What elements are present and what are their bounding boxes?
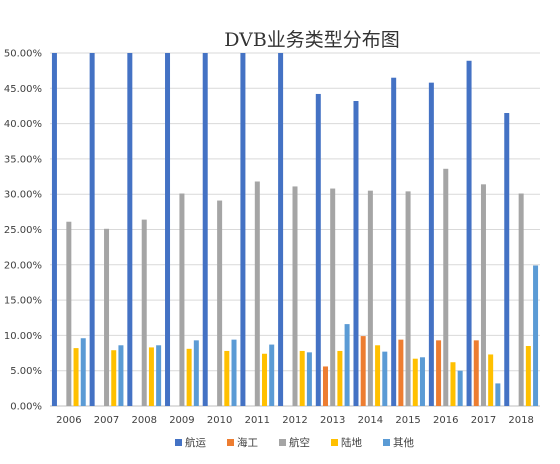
y-tick-label: 0.00% <box>10 402 42 413</box>
bar-2014-0 <box>353 101 359 407</box>
y-tick-label: 5.00% <box>10 366 42 377</box>
x-tick-label: 2007 <box>94 415 119 426</box>
x-tick-label: 2010 <box>207 415 232 426</box>
x-tick-label: 2012 <box>282 415 307 426</box>
bar-2013-1 <box>322 366 328 406</box>
x-tick-label: 2018 <box>508 415 533 426</box>
bar-2011-4 <box>269 344 275 406</box>
y-tick-label: 10.00% <box>4 331 42 342</box>
bar-2012-3 <box>299 350 305 406</box>
bar-2007-2 <box>104 228 110 406</box>
x-tick-label: 2014 <box>358 415 383 426</box>
x-tick-label: 2006 <box>56 415 81 426</box>
bar-2008-0 <box>127 53 133 406</box>
bar-2012-4 <box>306 352 312 406</box>
y-tick-label: 50.00% <box>4 49 42 60</box>
bar-2008-4 <box>156 345 162 406</box>
bar-2006-0 <box>51 53 57 406</box>
legend: 航运 海工 航空 陆地 其他 <box>175 436 414 449</box>
bar-2007-0 <box>89 53 95 406</box>
x-tick-label: 2011 <box>245 415 270 426</box>
bar-2014-4 <box>382 351 388 406</box>
bar-2009-0 <box>165 53 171 406</box>
bar-2013-3 <box>337 350 343 406</box>
bar-2015-2 <box>405 191 411 406</box>
bar-2017-0 <box>466 60 472 407</box>
bar-2011-0 <box>240 53 246 406</box>
bar-2009-3 <box>186 348 192 406</box>
legend-swatch <box>331 439 338 446</box>
bar-2007-4 <box>118 345 124 406</box>
legend-swatch <box>383 439 390 446</box>
bar-2013-0 <box>315 93 321 406</box>
legend-swatch <box>279 439 286 446</box>
bar-2010-2 <box>217 200 223 406</box>
y-axis-ticks: 0.00% 5.00% 10.00% 15.00% 20.00% 25.00% 30.00%… <box>4 49 42 413</box>
y-tick-label: 45.00% <box>4 84 42 95</box>
y-tick-label: 15.00% <box>4 296 42 307</box>
bar-2016-4 <box>457 370 463 406</box>
bar-2016-2 <box>443 168 449 406</box>
bar-2010-0 <box>202 53 208 406</box>
bar-2017-1 <box>473 340 479 406</box>
bar-2015-0 <box>391 77 397 407</box>
bar-2009-2 <box>179 193 185 406</box>
bar-2011-2 <box>254 181 260 406</box>
bar-2010-3 <box>224 350 230 406</box>
legend-label: 航空 <box>289 436 310 449</box>
bar-2013-2 <box>330 188 336 406</box>
bar-2017-4 <box>495 383 501 406</box>
bar-2006-3 <box>73 348 79 406</box>
y-tick-label: 40.00% <box>4 119 42 130</box>
bar-2007-3 <box>111 350 117 406</box>
bar-2018-0 <box>504 113 510 406</box>
y-tick-label: 35.00% <box>4 154 42 165</box>
x-tick-label: 2009 <box>169 415 194 426</box>
chart-title: DVB业务类型分布图 <box>224 29 400 51</box>
y-tick-label: 25.00% <box>4 225 42 236</box>
bar-2014-1 <box>360 336 366 406</box>
bar-2009-4 <box>193 340 199 406</box>
bar-2017-3 <box>488 354 494 406</box>
x-axis-ticks: 2006 2007 2008 2009 2010 2011 2012 2013 2014 2015… <box>56 415 534 426</box>
x-tick-label: 2016 <box>433 415 458 426</box>
legend-label: 航运 <box>185 436 206 449</box>
bar-2006-2 <box>66 221 72 406</box>
bar-2016-0 <box>428 82 434 406</box>
bar-2014-2 <box>367 190 373 406</box>
bar-2018-3 <box>525 345 531 406</box>
x-tick-label: 2008 <box>132 415 157 426</box>
legend-swatch <box>227 439 234 446</box>
bar-2008-2 <box>141 219 147 406</box>
legend-label: 其他 <box>393 436 414 449</box>
bar-2010-4 <box>231 339 237 406</box>
bar-2011-3 <box>262 353 268 406</box>
bar-2016-3 <box>450 362 456 406</box>
bar-2015-1 <box>398 339 404 406</box>
y-tick-label: 30.00% <box>4 190 42 201</box>
bar-2017-2 <box>480 184 486 406</box>
bar-2008-3 <box>148 347 154 406</box>
bar-2016-1 <box>436 340 442 406</box>
legend-swatch <box>175 439 182 446</box>
x-tick-label: 2015 <box>395 415 420 426</box>
bar-2012-2 <box>292 186 298 406</box>
bar-2018-2 <box>518 193 524 406</box>
bar-2014-3 <box>375 345 381 406</box>
x-tick-label: 2013 <box>320 415 345 426</box>
bar-2006-4 <box>80 338 86 406</box>
bars <box>51 53 539 407</box>
bar-2018-4 <box>533 265 539 406</box>
bar-2015-3 <box>412 358 418 406</box>
x-tick-label: 2017 <box>471 415 496 426</box>
bar-2013-4 <box>344 324 350 406</box>
y-tick-label: 20.00% <box>4 260 42 271</box>
legend-label: 海工 <box>237 436 258 449</box>
bar-2012-0 <box>278 53 284 406</box>
legend-label: 陆地 <box>341 436 362 449</box>
bar-2015-4 <box>419 357 425 406</box>
